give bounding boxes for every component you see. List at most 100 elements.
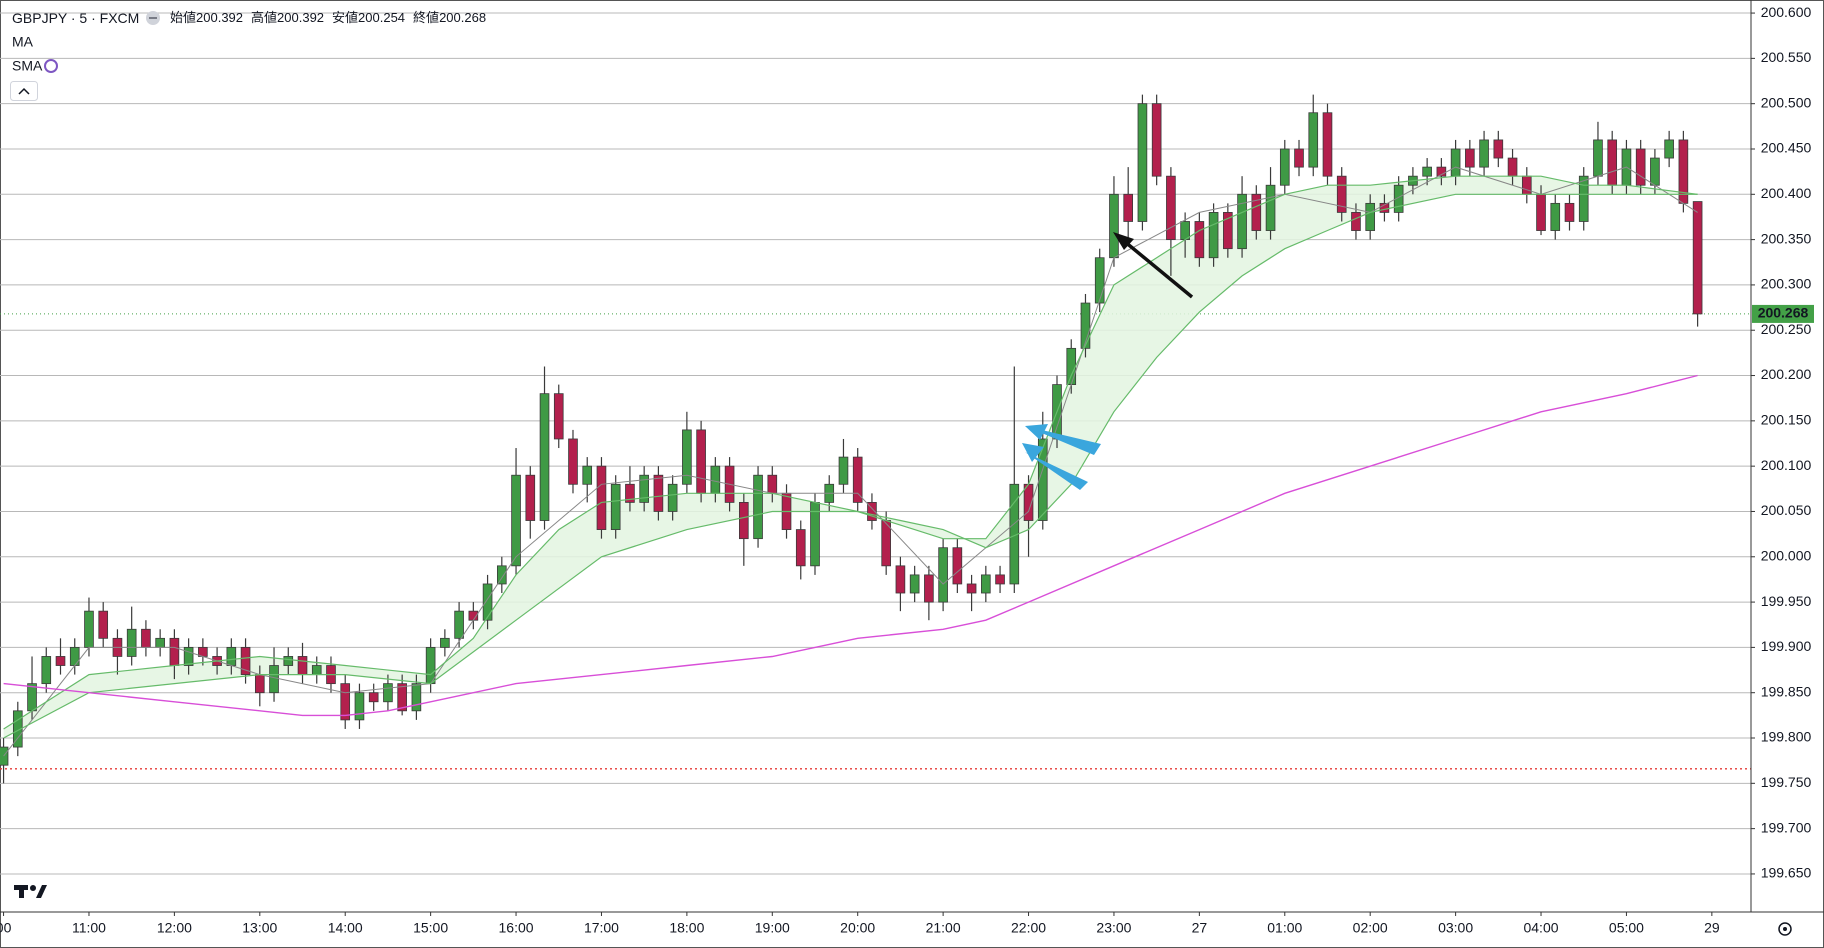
candle-body xyxy=(1365,202,1376,231)
candle-body xyxy=(867,502,877,521)
candle-body xyxy=(981,574,991,594)
axes: 199.650 199.700 199.750 199.800 199.850 199.9… xyxy=(0,4,1814,936)
candle-body xyxy=(938,547,948,603)
y-tick-label: 199.850 xyxy=(1761,683,1812,699)
candle-body xyxy=(625,483,635,503)
candle-body xyxy=(1578,175,1589,222)
x-tick-label: 17:00 xyxy=(584,920,619,936)
candle-body xyxy=(454,610,464,639)
y-tick-label: 199.900 xyxy=(1761,638,1812,654)
indicator-loading-icon xyxy=(44,59,58,73)
x-tick-label: 22:00 xyxy=(1011,920,1046,936)
candle-body xyxy=(1251,193,1262,231)
candle-body xyxy=(1436,166,1447,177)
candle-body xyxy=(710,465,721,494)
ohlc-value: 200.392 xyxy=(277,10,324,25)
candle-body xyxy=(1123,193,1133,222)
candle-body xyxy=(1493,139,1504,159)
y-tick-label: 200.000 xyxy=(1761,547,1812,563)
collapse-button[interactable] xyxy=(10,81,38,101)
candle-body xyxy=(1422,166,1432,177)
settings-button[interactable] xyxy=(1778,922,1792,936)
x-tick-label: 03:00 xyxy=(1438,920,1473,936)
last-price-label: 200.268 xyxy=(1758,305,1809,321)
y-tick-label: 200.550 xyxy=(1761,49,1812,65)
candle-body xyxy=(1166,175,1176,241)
candle-body xyxy=(55,656,66,666)
candle-body xyxy=(511,474,521,567)
candle-body xyxy=(354,692,365,721)
x-tick-label: 02:00 xyxy=(1353,920,1388,936)
x-tick-label: 14:00 xyxy=(328,920,363,936)
candle-body xyxy=(240,646,251,675)
candle-body xyxy=(753,474,763,540)
candle-body xyxy=(254,674,265,694)
candle-body xyxy=(838,456,849,485)
last-price-box xyxy=(1752,304,1814,323)
x-tick-label: 21:00 xyxy=(926,920,961,936)
x-tick-label: 19:00 xyxy=(755,920,790,936)
symbol: GBPJPY · 5 · FXCM xyxy=(12,10,139,26)
candle-body xyxy=(1479,139,1489,168)
candle-body xyxy=(525,474,536,521)
moving-average xyxy=(3,193,1698,739)
candle-body xyxy=(169,637,180,666)
y-tick-label: 200.100 xyxy=(1761,457,1812,473)
y-tick-label: 199.800 xyxy=(1761,729,1812,745)
candle-body xyxy=(1336,175,1347,213)
legend-header: GBPJPY · 5 · FXCM xyxy=(12,10,139,26)
candle-body xyxy=(496,565,507,585)
ohlc-value: 200.392 xyxy=(196,10,243,25)
candle-body xyxy=(440,637,450,648)
y-tick-label: 200.500 xyxy=(1761,94,1812,110)
candle-body xyxy=(1664,139,1674,159)
x-tick-label: 23:00 xyxy=(1096,920,1131,936)
y-tick-label: 199.700 xyxy=(1761,819,1812,835)
candle-body xyxy=(1450,148,1461,177)
candle-body xyxy=(582,465,593,485)
x-tick-label: 18:00 xyxy=(669,920,704,936)
candle-body xyxy=(1237,193,1247,250)
candle-body xyxy=(767,474,778,494)
candle-body xyxy=(27,683,37,712)
candle-body xyxy=(1536,193,1546,231)
candle-body xyxy=(283,656,294,666)
y-tick-label: 200.400 xyxy=(1761,185,1812,201)
candle-body xyxy=(909,574,920,594)
x-tick-label: 27 xyxy=(1192,920,1208,936)
indicator-label: MA xyxy=(12,34,34,50)
candle-body xyxy=(596,465,607,530)
y-tick-label: 200.200 xyxy=(1761,366,1812,382)
y-tick-label: 200.150 xyxy=(1761,412,1812,428)
y-tick-label: 199.950 xyxy=(1761,593,1812,609)
candle-body xyxy=(1351,212,1361,231)
x-tick-label: 04:00 xyxy=(1523,920,1558,936)
candle-body xyxy=(1308,112,1319,168)
candle-body xyxy=(1037,438,1048,521)
candle-body xyxy=(1180,221,1190,241)
candle-body xyxy=(183,646,194,666)
moving-average xyxy=(3,374,1698,717)
candle-body xyxy=(1208,212,1219,259)
y-tick-label: 200.450 xyxy=(1761,140,1812,156)
x-tick-label: 12:00 xyxy=(157,920,192,936)
y-tick-label: 200.250 xyxy=(1761,321,1812,337)
grid xyxy=(0,12,1751,875)
x-tick-label: 00 xyxy=(0,920,12,936)
candle-body xyxy=(69,646,80,666)
candle-body xyxy=(1279,148,1290,186)
candle-body xyxy=(667,483,678,512)
ohlc-value: 200.254 xyxy=(358,10,405,25)
status-icon-bar xyxy=(149,17,157,19)
y-tick-label: 200.050 xyxy=(1761,502,1812,518)
y-tick-label: 199.650 xyxy=(1761,865,1812,881)
candle-body xyxy=(696,429,706,494)
candle-body xyxy=(966,583,977,594)
candle-body xyxy=(682,429,692,485)
candle-body xyxy=(1692,201,1703,315)
ohlc-label: 終値 xyxy=(413,10,439,25)
ohlc-values: 始値200.392 高値200.392 安値200.254 終値200.268 xyxy=(170,10,486,25)
candle-body xyxy=(126,628,137,657)
